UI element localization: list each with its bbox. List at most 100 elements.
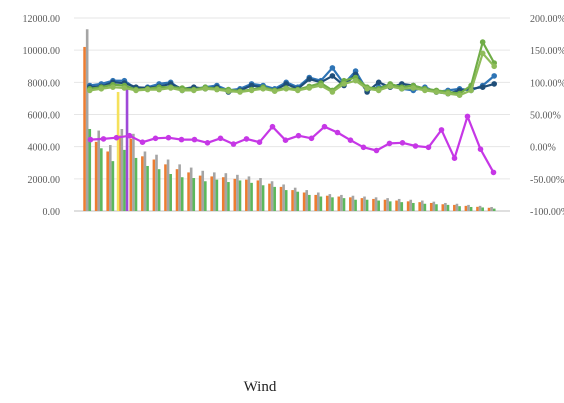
line-point — [256, 139, 263, 145]
bar — [164, 164, 167, 211]
source-label: Wind — [244, 379, 277, 395]
bar — [116, 91, 120, 211]
line-point — [165, 134, 172, 141]
line-point — [156, 86, 162, 93]
bar — [418, 202, 421, 211]
bar — [476, 206, 479, 211]
bar — [100, 148, 103, 211]
line-point — [306, 76, 313, 82]
bar — [340, 194, 343, 211]
bar — [187, 172, 190, 211]
bar — [354, 199, 357, 211]
bar — [458, 206, 461, 211]
line-point — [295, 132, 302, 139]
line-point — [387, 83, 394, 90]
line-point — [121, 85, 128, 91]
left-axis-tick-label: 2000.00 — [28, 175, 61, 186]
bar — [455, 203, 459, 211]
bar — [125, 85, 129, 211]
bar — [192, 178, 196, 211]
line-point — [490, 169, 497, 176]
line-point — [214, 86, 220, 93]
line-point — [341, 81, 347, 87]
line-point — [468, 87, 474, 94]
line-point — [243, 136, 250, 142]
line-point — [451, 155, 458, 161]
line-point — [410, 85, 417, 91]
bar — [270, 181, 274, 211]
bar — [120, 128, 124, 211]
right-axis-ticks: -100.00% -50.00% 0.00% 50.00% 100.00% 150.00%… — [530, 14, 564, 218]
right-axis-tick-label: 200.00% — [530, 14, 564, 25]
bar — [319, 196, 323, 211]
line-point — [152, 135, 159, 142]
bar — [189, 167, 193, 211]
bar — [395, 200, 398, 211]
bar — [342, 198, 346, 211]
bar — [212, 172, 216, 211]
bar-series-group — [83, 29, 496, 212]
bar — [363, 196, 366, 211]
bar — [204, 181, 207, 211]
bar — [247, 176, 251, 211]
line-point — [334, 129, 341, 136]
bar — [261, 185, 265, 211]
bar — [296, 191, 300, 211]
left-axis-tick-label: 12000.00 — [23, 14, 61, 25]
line-point — [477, 146, 484, 152]
line-point — [329, 89, 336, 95]
line-point — [283, 86, 290, 92]
bar — [423, 203, 427, 211]
bar — [400, 202, 404, 211]
bar — [372, 198, 375, 211]
bar — [360, 198, 364, 211]
bar — [284, 190, 288, 211]
bar — [383, 199, 387, 211]
bar — [227, 182, 230, 211]
bar — [446, 204, 450, 211]
bar — [409, 199, 413, 211]
bar — [233, 178, 237, 211]
line-point — [202, 86, 209, 92]
left-axis-tick-label: 0.00 — [43, 207, 61, 218]
line-point — [464, 113, 471, 120]
bar — [224, 173, 228, 211]
bar — [134, 157, 138, 211]
right-axis-tick-label: 0.00% — [530, 143, 556, 154]
bar — [129, 138, 133, 212]
line-point — [422, 87, 428, 94]
right-axis-tick-label: 100.00% — [530, 78, 564, 89]
line-point — [479, 50, 486, 57]
bar — [337, 196, 341, 211]
bar — [245, 179, 248, 211]
bar — [83, 46, 86, 212]
left-axis-ticks: 0.00 2000.00 4000.00 6000.00 8000.00 10000.00… — [23, 14, 61, 218]
bar — [374, 197, 378, 211]
bar — [155, 154, 158, 211]
line-point — [191, 136, 198, 143]
line-point — [306, 85, 313, 91]
line-point — [412, 143, 419, 149]
line-point — [248, 87, 255, 94]
line-point — [352, 77, 359, 84]
line-point — [283, 81, 290, 87]
line-point — [479, 39, 486, 45]
bar — [432, 201, 436, 211]
line-point — [491, 81, 498, 87]
left-axis-tick-label: 10000.00 — [23, 46, 61, 57]
line-point — [87, 87, 93, 94]
bar — [308, 194, 311, 211]
right-axis-tick-label: -50.00% — [530, 175, 564, 186]
right-axis-tick-label: 150.00% — [530, 46, 564, 57]
bar — [88, 128, 92, 211]
bar — [97, 130, 101, 211]
bar — [435, 204, 438, 211]
bar — [481, 207, 484, 211]
line-point — [329, 73, 336, 79]
line-point — [217, 135, 224, 142]
left-axis-tick-label: 8000.00 — [28, 78, 61, 89]
line-point — [225, 88, 232, 94]
line-point — [375, 87, 382, 94]
bar — [166, 159, 170, 211]
line-point — [98, 86, 105, 92]
